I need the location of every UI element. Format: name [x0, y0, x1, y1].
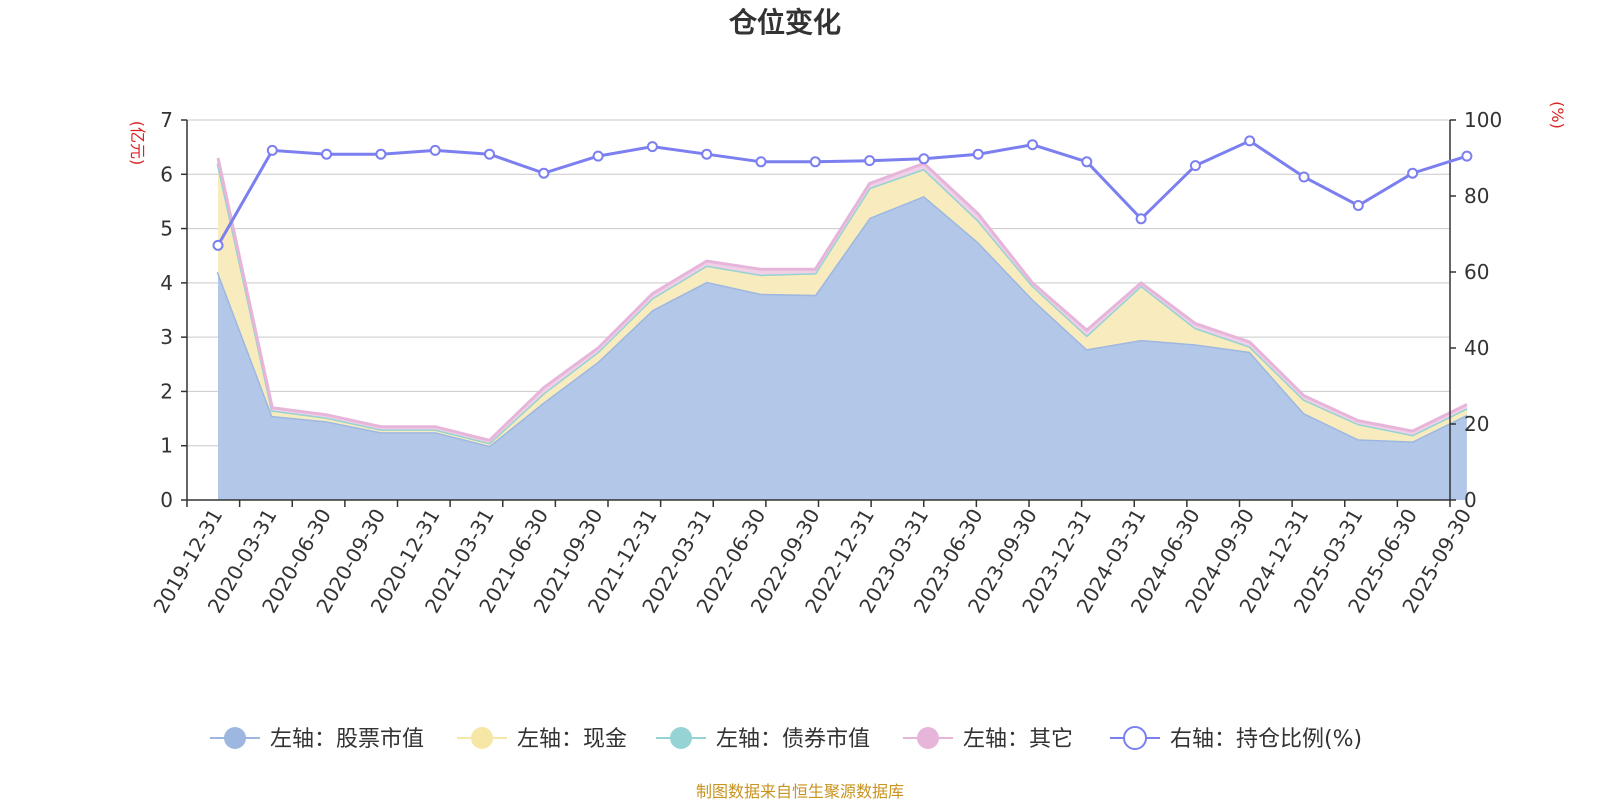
- ratio-point[interactable]: [1298, 171, 1310, 183]
- chart-title: 仓位变化: [729, 6, 841, 39]
- ratio-point[interactable]: [1081, 156, 1093, 168]
- legend-marker: [917, 727, 939, 749]
- left-axis-tick-label: 6: [160, 162, 173, 186]
- ratio-point[interactable]: [538, 167, 550, 179]
- right-axis-unit-label: (%): [1548, 101, 1567, 129]
- stacked-areas: [216, 157, 1468, 500]
- left-axis-unit-label: (亿元): [128, 121, 147, 166]
- ratio-point[interactable]: [1352, 200, 1364, 211]
- right-axis-tick-label: 60: [1464, 260, 1489, 284]
- left-axis-tick-label: 5: [160, 217, 173, 241]
- ratio-point[interactable]: [375, 148, 387, 160]
- right-axis-tick-label: 20: [1464, 412, 1489, 436]
- left-axis-tick-label: 1: [160, 434, 173, 458]
- legend[interactable]: 左轴：股票市值 左轴：现金 左轴：债券市值 左轴：其它 右轴：持仓比例(%): [210, 726, 1362, 752]
- legend-label: 右轴：持仓比例(%): [1170, 727, 1362, 752]
- right-axis-tick-label: 80: [1464, 184, 1489, 208]
- data-source-note: 制图数据来自恒生聚源数据库: [695, 782, 904, 801]
- legend-label: 左轴：其它: [963, 727, 1073, 752]
- ratio-point[interactable]: [1461, 150, 1473, 162]
- legend-item[interactable]: 左轴：其它: [903, 727, 1073, 752]
- left-axis-tick-label: 0: [160, 488, 173, 512]
- ratio-line: [216, 139, 1468, 247]
- left-axis-tick-label: 3: [160, 325, 173, 349]
- legend-item[interactable]: 左轴：现金: [457, 727, 627, 752]
- ratio-point[interactable]: [1407, 167, 1419, 179]
- ratio-point[interactable]: [864, 155, 876, 167]
- legend-label: 左轴：现金: [517, 727, 627, 752]
- legend-marker: [670, 727, 692, 749]
- right-axis-tick-label: 0: [1464, 488, 1477, 512]
- legend-item[interactable]: 左轴：债券市值: [656, 727, 870, 752]
- legend-marker: [1123, 726, 1147, 750]
- ratio-point[interactable]: [646, 141, 658, 153]
- left-axis-tick-label: 2: [160, 379, 173, 403]
- ratio-point[interactable]: [918, 153, 930, 165]
- ratio-point[interactable]: [701, 148, 713, 160]
- legend-marker: [471, 727, 493, 749]
- area-左轴：股票市值: [218, 196, 1467, 500]
- right-axis-tick-label: 40: [1464, 336, 1489, 360]
- ratio-point[interactable]: [972, 148, 984, 160]
- legend-label: 左轴：股票市值: [270, 727, 424, 752]
- ratio-point[interactable]: [755, 156, 767, 168]
- ratio-point[interactable]: [212, 239, 224, 251]
- ratio-point[interactable]: [1135, 213, 1147, 225]
- left-axis-tick-label: 7: [160, 108, 173, 132]
- ratio-point[interactable]: [321, 148, 333, 160]
- ratio-point[interactable]: [1189, 160, 1201, 172]
- ratio-point[interactable]: [809, 156, 821, 168]
- area-line-左轴：其它: [216, 157, 1468, 442]
- ratio-point[interactable]: [592, 150, 604, 162]
- ratio-point[interactable]: [266, 144, 278, 156]
- left-axis-tick-label: 4: [160, 271, 173, 295]
- ratio-point[interactable]: [1244, 135, 1256, 147]
- right-axis-tick-label: 100: [1464, 108, 1502, 132]
- legend-item[interactable]: 左轴：股票市值: [210, 727, 424, 752]
- legend-item[interactable]: 右轴：持仓比例(%): [1110, 726, 1362, 752]
- ratio-point[interactable]: [429, 144, 441, 156]
- holding-ratio-series: [212, 135, 1473, 251]
- ratio-point[interactable]: [1027, 139, 1038, 151]
- ratio-point[interactable]: [484, 148, 495, 160]
- legend-marker: [224, 727, 246, 749]
- legend-label: 左轴：债券市值: [716, 727, 870, 752]
